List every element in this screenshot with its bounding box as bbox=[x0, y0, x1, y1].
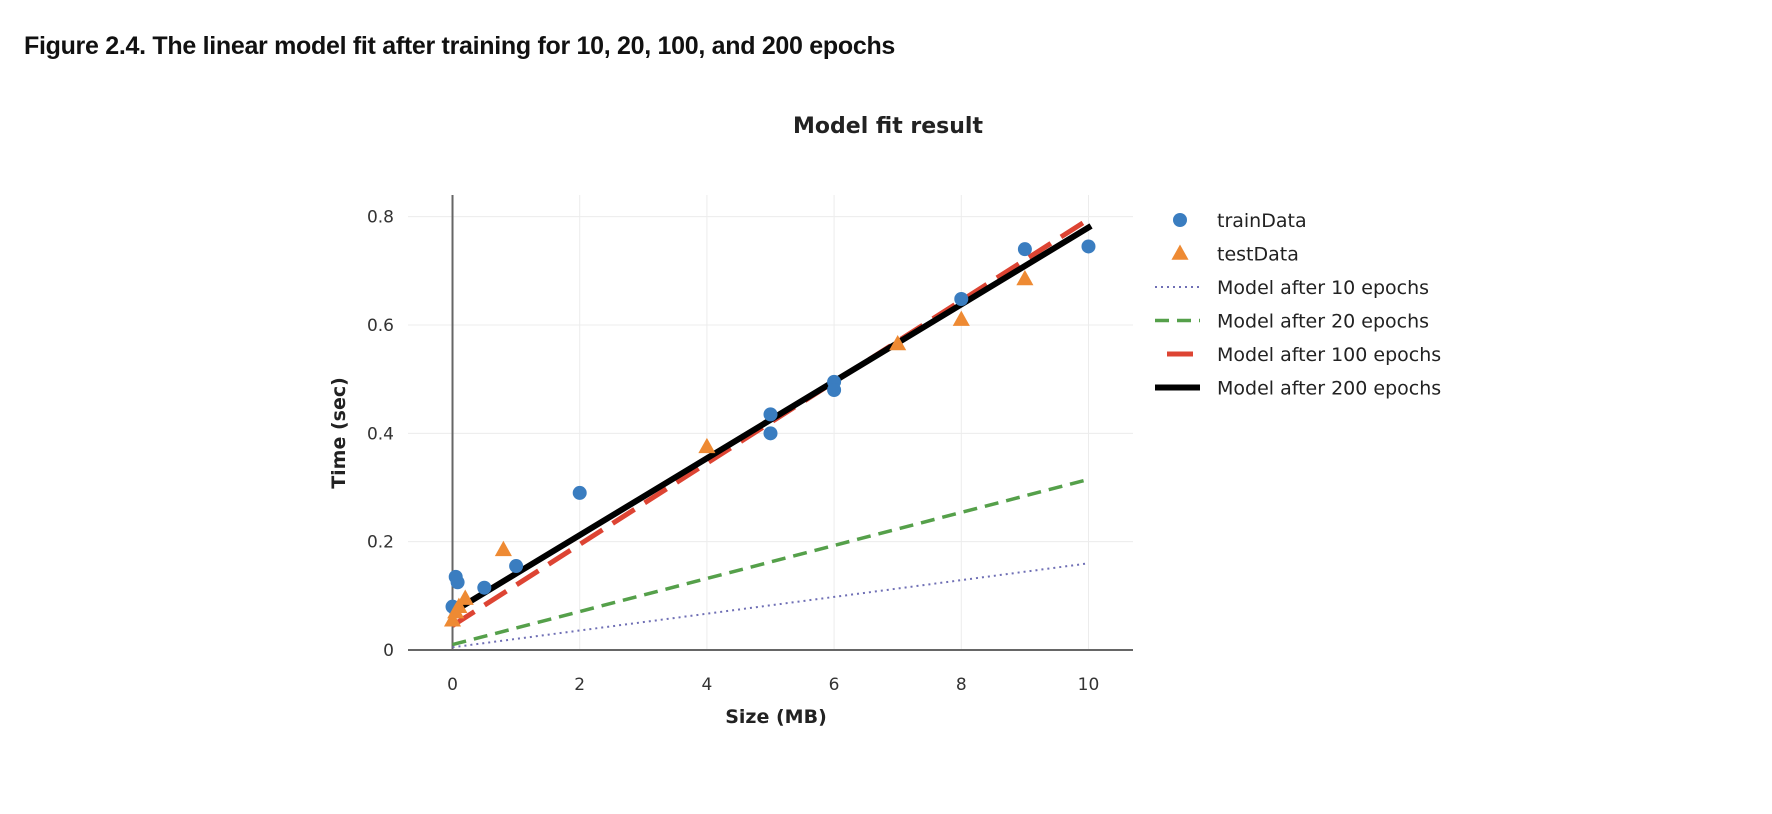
trainData-point bbox=[954, 292, 969, 306]
testData-point bbox=[456, 589, 474, 605]
testData-point bbox=[1016, 269, 1034, 286]
testData-point bbox=[952, 310, 970, 326]
legend-label: Model after 200 epochs bbox=[1217, 378, 1441, 400]
legend-item: Model after 20 epochs bbox=[1155, 311, 1429, 333]
y-tick-label: 0.2 bbox=[367, 533, 394, 553]
trainData-point bbox=[1017, 242, 1032, 257]
trainData-point bbox=[509, 559, 524, 574]
trainData-point bbox=[477, 580, 492, 595]
figure-caption: Figure 2.4. The linear model fit after t… bbox=[24, 32, 896, 60]
x-tick-label: 2 bbox=[574, 675, 585, 695]
x-axis-title: Size (MB) bbox=[725, 706, 827, 728]
legend-marker-circle bbox=[1173, 213, 1187, 227]
legend-label: Model after 100 epochs bbox=[1217, 344, 1441, 366]
series-line-model-after-100-epochs bbox=[451, 217, 1090, 628]
grid-lines bbox=[408, 195, 1133, 650]
y-axis-title: Time (sec) bbox=[328, 377, 350, 489]
x-tick-label: 6 bbox=[829, 675, 840, 695]
trainData-point bbox=[450, 575, 465, 590]
x-tick-label: 0 bbox=[447, 675, 458, 695]
x-tick-label: 10 bbox=[1078, 675, 1100, 695]
trainData-point bbox=[763, 407, 778, 422]
x-tick-labels: 0 2 4 6 8 10 bbox=[447, 675, 1099, 695]
legend-label: trainData bbox=[1217, 210, 1307, 232]
testData-point bbox=[494, 540, 512, 557]
y-tick-labels: 0 0.2 0.4 0.6 0.8 bbox=[367, 208, 394, 661]
legend-item: testData bbox=[1171, 244, 1299, 266]
legend-item: Model after 100 epochs bbox=[1167, 344, 1441, 366]
data-points bbox=[443, 239, 1096, 627]
y-tick-label: 0.4 bbox=[367, 424, 394, 444]
legend-label: testData bbox=[1217, 244, 1299, 266]
trainData-point bbox=[572, 485, 587, 500]
legend-label: Model after 20 epochs bbox=[1217, 311, 1429, 333]
legend-item: Model after 200 epochs bbox=[1155, 378, 1441, 400]
testData-point bbox=[443, 611, 462, 627]
x-tick-label: 8 bbox=[956, 675, 967, 695]
legend: trainData testData Model after 10 epochs Mo… bbox=[1155, 210, 1441, 400]
legend-label: Model after 10 epochs bbox=[1217, 277, 1429, 299]
y-tick-label: 0 bbox=[383, 641, 394, 661]
series-line-model-after-10-epochs bbox=[452, 562, 1089, 649]
trainData-point bbox=[763, 426, 778, 441]
testData-point bbox=[450, 597, 468, 613]
chart-title: Model fit result bbox=[793, 114, 983, 139]
legend-marker-triangle bbox=[1171, 244, 1189, 260]
legend-item: Model after 10 epochs bbox=[1155, 277, 1429, 299]
y-tick-label: 0.6 bbox=[367, 316, 394, 336]
testData-point bbox=[698, 437, 716, 454]
trainData-point bbox=[1081, 239, 1096, 254]
x-tick-label: 4 bbox=[701, 675, 712, 695]
legend-item: trainData bbox=[1173, 210, 1307, 232]
testData-point bbox=[889, 334, 907, 351]
y-tick-label: 0.8 bbox=[367, 208, 394, 228]
trainData-point bbox=[827, 383, 842, 397]
